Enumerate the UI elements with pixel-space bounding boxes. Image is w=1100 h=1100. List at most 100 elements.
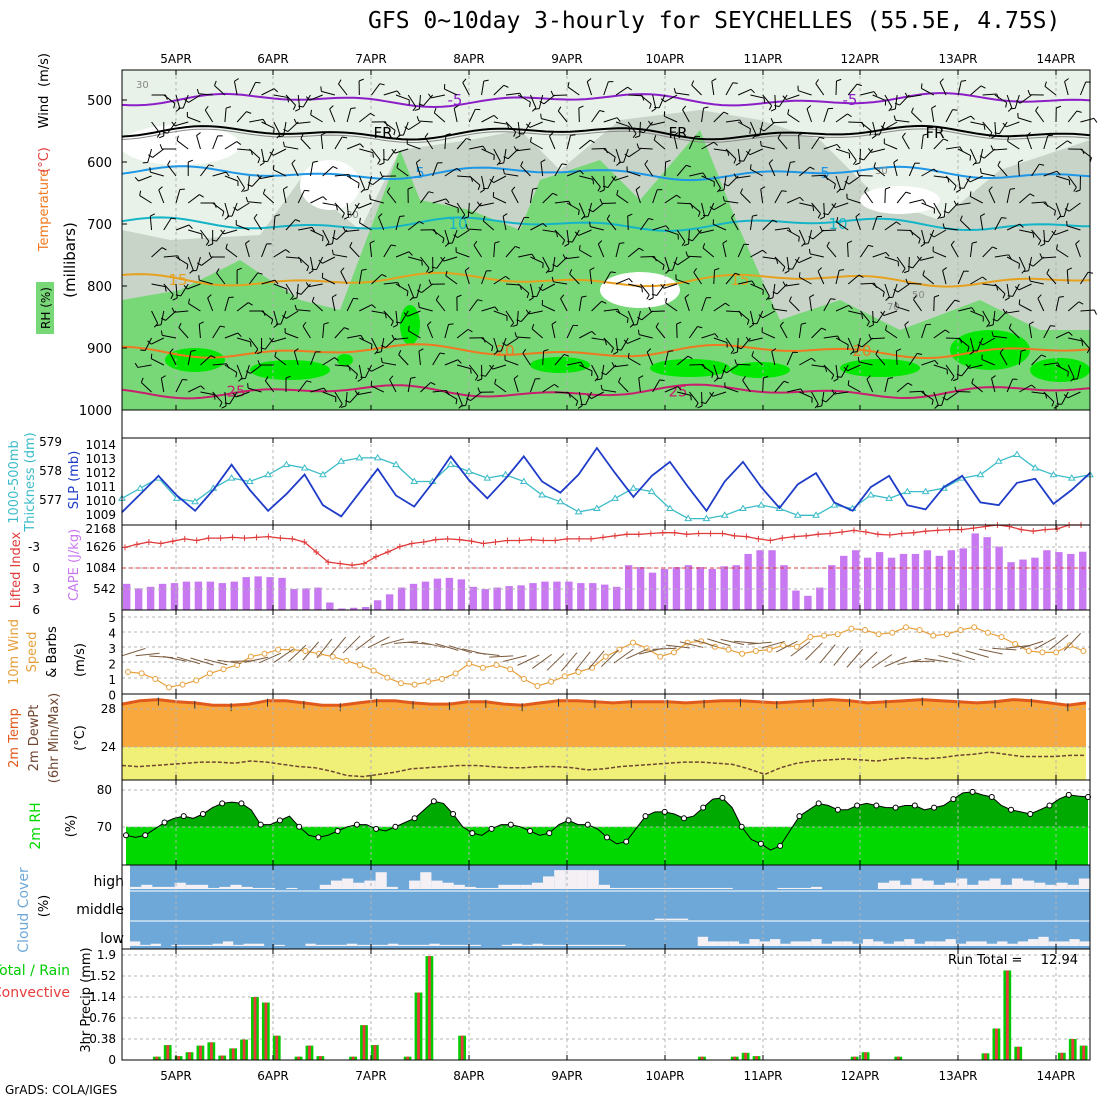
wind-barb — [354, 204, 359, 209]
wind-barb — [269, 151, 274, 156]
wind-barb — [1075, 240, 1080, 245]
wind-barb — [359, 143, 364, 148]
wind-barb — [700, 229, 714, 234]
wind-barb — [383, 310, 394, 322]
cloud-cover-cell — [708, 941, 719, 946]
thickness-marker — [666, 504, 674, 511]
wind-barb — [810, 253, 824, 258]
lifted-marker — [540, 537, 547, 544]
wind-barb — [553, 281, 568, 285]
wind-barb — [871, 148, 886, 153]
wind-barb — [866, 379, 874, 393]
wind-barb — [383, 121, 396, 131]
wind-barb — [164, 286, 167, 292]
wind10m-tick: 3 — [108, 642, 116, 656]
wind-barb — [596, 378, 602, 381]
wind-barb — [774, 380, 785, 393]
pressure-tick: 900 — [87, 342, 112, 357]
wind-barb — [306, 380, 312, 383]
wind-barb — [467, 228, 482, 231]
precip-convective-bar — [406, 1056, 410, 1060]
wind-barb — [134, 176, 139, 182]
wind-barb — [835, 148, 850, 154]
wind-barb — [305, 282, 310, 287]
wind-barb — [316, 256, 324, 270]
wind-barb — [1037, 240, 1042, 246]
wind-barb — [868, 244, 874, 247]
wind-barb — [444, 324, 449, 339]
wind-barb — [656, 283, 666, 296]
wind-barb-10m — [190, 657, 214, 666]
wind-barb — [947, 177, 950, 183]
wind-barb — [254, 348, 259, 354]
wind-barb — [199, 194, 204, 198]
cloud-cover-cell — [141, 884, 153, 889]
wind-barb — [734, 272, 740, 276]
cape-bar — [589, 583, 597, 610]
wind-barb — [1018, 117, 1032, 123]
wind-barb — [601, 300, 607, 304]
wind-barb — [685, 164, 692, 168]
wind-barb — [494, 306, 499, 312]
lifted-marker — [695, 530, 702, 537]
wind-barb — [955, 189, 961, 193]
wind-speed-marker — [821, 632, 828, 639]
wind-barb — [831, 203, 836, 208]
lifted-marker — [576, 535, 583, 542]
wind-barb — [821, 399, 827, 403]
wind-barb — [921, 135, 924, 150]
wind-barb — [673, 135, 678, 150]
wind-barb — [432, 390, 447, 393]
cape-bar — [863, 557, 872, 610]
wind-barb — [542, 256, 550, 270]
cape-bar — [875, 552, 884, 610]
wind-barb — [749, 310, 755, 325]
wind-barb — [199, 321, 204, 325]
wind-barb — [778, 94, 788, 107]
slp-tick: 1011 — [85, 480, 116, 494]
wind-barb — [291, 159, 296, 164]
precip-convective-bar — [166, 1045, 170, 1060]
wind-barb — [493, 148, 501, 162]
wind-barb — [1044, 81, 1047, 87]
wind-barb — [549, 132, 554, 137]
wind-barb — [1044, 393, 1048, 399]
wind-barb-10m — [951, 652, 976, 661]
wind-barb — [158, 189, 165, 204]
wind-barb — [386, 187, 391, 193]
wind-barb — [693, 272, 702, 285]
wind-speed-marker — [739, 650, 746, 657]
wind-barb — [420, 382, 432, 393]
wind-barb — [737, 310, 750, 321]
wind-barb — [516, 148, 531, 152]
wind-barb — [722, 369, 727, 374]
cloud-cover-cell — [697, 936, 709, 946]
wind-barb — [481, 148, 495, 156]
wind-barb — [999, 352, 1008, 366]
cloud-cover-cell — [531, 882, 544, 889]
cloud-cover-cell — [222, 941, 234, 946]
wind-barb — [969, 148, 977, 162]
wind-barb — [685, 251, 689, 257]
wind-speed-marker — [425, 678, 432, 685]
cloud-cover-cell — [305, 943, 316, 946]
wind-barb — [269, 337, 273, 343]
wind-barb — [163, 94, 176, 104]
cape-bar — [959, 548, 967, 610]
wind-barb — [578, 229, 592, 236]
wind-barb — [1076, 110, 1082, 113]
wind-barb — [676, 229, 686, 242]
date-label-bottom: 14APR — [1036, 1069, 1075, 1083]
wind-barb-10m — [1006, 645, 1030, 649]
cloud-cover-cell — [520, 884, 532, 889]
wind-barb — [453, 234, 458, 239]
wind-barb — [1093, 309, 1097, 315]
wind-barb — [502, 342, 507, 347]
wind-barb — [372, 152, 374, 158]
wind-barb — [188, 385, 202, 393]
precip-convective-bar — [428, 956, 431, 1060]
cape-bar — [457, 579, 466, 610]
wind-barb — [530, 256, 544, 264]
cloud-cover-cell — [408, 944, 420, 946]
date-label-top: 8APR — [453, 52, 484, 66]
